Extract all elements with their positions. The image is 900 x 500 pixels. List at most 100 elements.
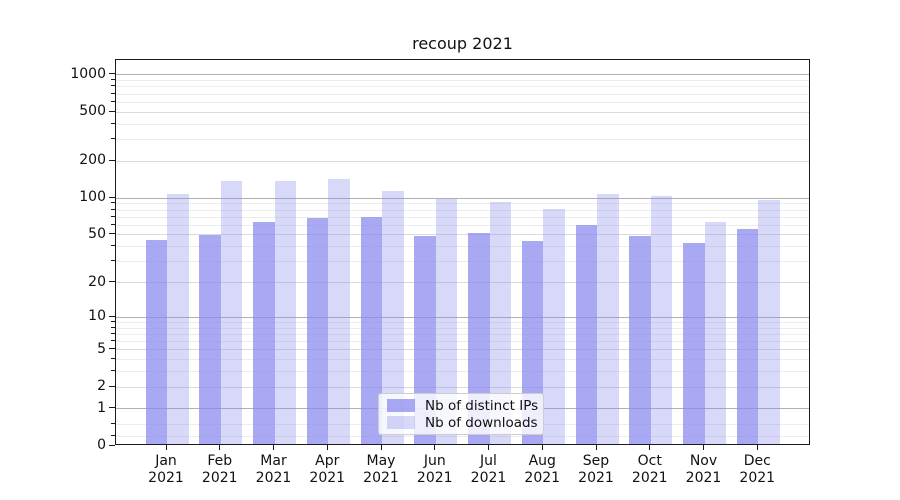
gridline-minor-600 [116, 101, 809, 103]
x-tick-mark-oct [649, 445, 651, 450]
x-tick-label-nov: Nov 2021 [685, 453, 722, 486]
y-tick-mark-50 [109, 233, 115, 235]
bar-feb-downloads [220, 181, 243, 444]
bar-apr-distinct-ips [306, 218, 329, 444]
gridline-5 [116, 349, 809, 351]
y-minor-tick-mark-700 [111, 92, 115, 94]
y-minor-tick-mark-8 [111, 326, 115, 328]
bar-jul-downloads [489, 202, 511, 444]
chart-title: recoup 2021 [412, 34, 513, 53]
plot-area [115, 59, 810, 445]
x-tick-label-jun: Jun 2021 [416, 453, 453, 486]
y-minor-tick-mark-0.5 [111, 422, 115, 424]
y-minor-tick-mark-60 [111, 223, 115, 225]
gridline-minor-900 [116, 80, 809, 82]
gridline-2 [116, 386, 809, 388]
x-tick-mark-jul [488, 445, 489, 450]
y-tick-label-500: 500 [79, 103, 106, 120]
y-minor-tick-mark-900 [111, 79, 115, 81]
x-tick-label-dec: Dec 2021 [739, 453, 776, 486]
legend-label-downloads: Nb of downloads [425, 414, 538, 431]
y-minor-tick-mark-800 [111, 85, 115, 87]
y-tick-label-10: 10 [88, 308, 106, 325]
y-minor-tick-mark-400 [111, 122, 115, 124]
y-tick-mark-0 [109, 444, 115, 446]
x-tick-mark-may [380, 445, 382, 450]
bar-nov-distinct-ips [683, 243, 705, 444]
legend-item-downloads: Nb of downloads [387, 414, 538, 431]
y-tick-label-2: 2 [97, 378, 106, 394]
x-tick-label-oct: Oct 2021 [631, 453, 668, 486]
bar-dec-distinct-ips [736, 228, 759, 444]
y-minor-tick-mark-600 [111, 100, 115, 102]
x-tick-mark-jun [434, 445, 436, 450]
y-minor-tick-mark-70 [111, 215, 115, 217]
y-minor-tick-mark-40 [111, 245, 115, 247]
bar-jan-distinct-ips [145, 239, 167, 444]
bar-mar-distinct-ips [253, 222, 275, 444]
legend-label-distinct-ips: Nb of distinct IPs [425, 397, 539, 414]
legend-swatch-distinct-ips [387, 399, 415, 412]
y-minor-tick-mark-80 [111, 208, 115, 210]
gridline-20 [116, 282, 809, 283]
gridline-1000 [116, 74, 809, 76]
bar-jul-distinct-ips [468, 232, 490, 444]
bar-nov-downloads [704, 222, 726, 444]
y-tick-mark-2 [109, 385, 115, 387]
x-tick-mark-mar [273, 445, 274, 450]
y-tick-mark-10 [109, 315, 115, 317]
x-tick-label-jul: Jul 2021 [470, 453, 507, 486]
x-tick-label-aug: Aug 2021 [524, 453, 561, 486]
x-tick-label-apr: Apr 2021 [309, 453, 346, 486]
gridline-200 [116, 160, 809, 162]
bar-apr-downloads [328, 179, 350, 444]
x-tick-mark-apr [326, 445, 328, 450]
y-tick-label-0: 0 [97, 437, 106, 453]
bar-may-downloads [382, 191, 404, 444]
x-tick-label-mar: Mar 2021 [255, 453, 292, 486]
y-tick-mark-20 [109, 281, 115, 282]
bar-sep-distinct-ips [575, 225, 597, 444]
gridline-minor-40 [116, 246, 809, 248]
bar-jun-distinct-ips [414, 236, 436, 444]
x-tick-mark-feb [219, 445, 221, 450]
x-tick-label-sep: Sep 2021 [578, 453, 614, 486]
y-tick-mark-1000 [109, 73, 115, 75]
y-tick-label-5: 5 [97, 340, 106, 357]
y-minor-tick-mark-6 [111, 340, 115, 341]
gridline-minor-6 [116, 341, 809, 342]
y-minor-tick-mark-3 [111, 370, 115, 372]
gridline-minor-4 [116, 359, 809, 361]
x-tick-label-jan: Jan 2021 [148, 453, 184, 486]
bar-may-distinct-ips [360, 216, 382, 444]
x-tick-mark-dec [756, 445, 758, 450]
gridline-50 [116, 234, 809, 236]
y-tick-mark-500 [109, 110, 115, 112]
y-tick-label-100: 100 [79, 189, 106, 206]
y-minor-tick-mark-300 [111, 138, 115, 140]
bar-oct-downloads [650, 195, 673, 444]
gridline-100 [116, 197, 809, 199]
gridline-minor-70 [116, 216, 809, 218]
legend-swatch-downloads [387, 416, 415, 429]
x-tick-mark-sep [595, 445, 597, 450]
gridline-minor-400 [116, 123, 809, 125]
bar-dec-downloads [758, 200, 780, 444]
gridline-minor-90 [116, 203, 809, 205]
y-tick-label-200: 200 [79, 152, 106, 169]
gridline-minor-0.2 [116, 435, 809, 437]
x-tick-mark-jan [165, 445, 167, 450]
y-minor-tick-mark-4 [111, 358, 115, 360]
x-tick-mark-aug [541, 445, 543, 450]
gridline-minor-9 [116, 321, 809, 323]
gridline-minor-800 [116, 86, 809, 88]
y-tick-mark-5 [109, 348, 115, 350]
y-tick-mark-100 [109, 196, 115, 198]
bar-aug-downloads [543, 209, 565, 444]
x-tick-label-feb: Feb 2021 [201, 453, 238, 486]
gridline-minor-60 [116, 224, 809, 226]
gridline-minor-8 [116, 327, 809, 329]
legend: Nb of distinct IPs Nb of downloads [378, 393, 544, 435]
y-minor-tick-mark-9 [111, 320, 115, 322]
